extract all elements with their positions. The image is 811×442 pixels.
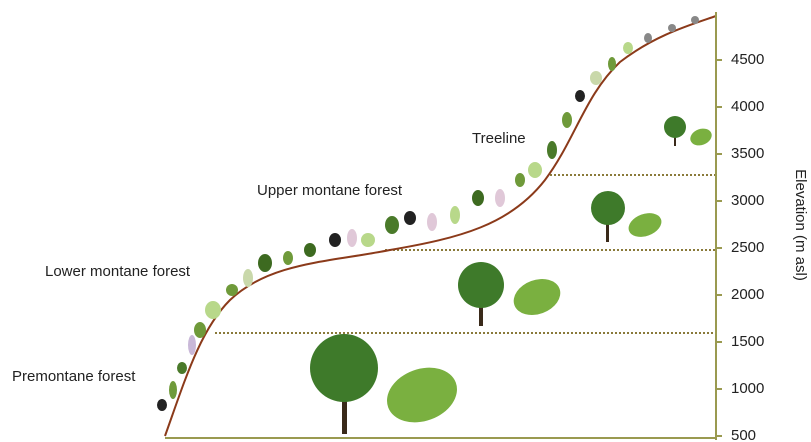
zone-label: Upper montane forest [257, 182, 403, 199]
tick-label: 4500 [731, 51, 764, 68]
axis-ticks: 500 1000 1500 2000 2500 3000 3500 4000 4500 [716, 51, 764, 442]
tick-label: 2500 [731, 239, 764, 256]
tick-label: 1500 [731, 333, 764, 350]
tick-label: 3500 [731, 145, 764, 162]
tick-label: 4000 [731, 98, 764, 115]
axis-label: Elevation (m asl) [792, 169, 809, 281]
zone-label: Lower montane forest [45, 263, 191, 280]
slope-trees [157, 16, 699, 411]
tick-label: 500 [731, 427, 756, 442]
zone-icons [310, 116, 712, 434]
zone-label: Treeline [472, 130, 526, 147]
tick-label: 3000 [731, 192, 764, 209]
tick-label: 2000 [731, 286, 764, 303]
zone-label: Premontane forest [12, 368, 136, 385]
tick-label: 1000 [731, 380, 764, 397]
